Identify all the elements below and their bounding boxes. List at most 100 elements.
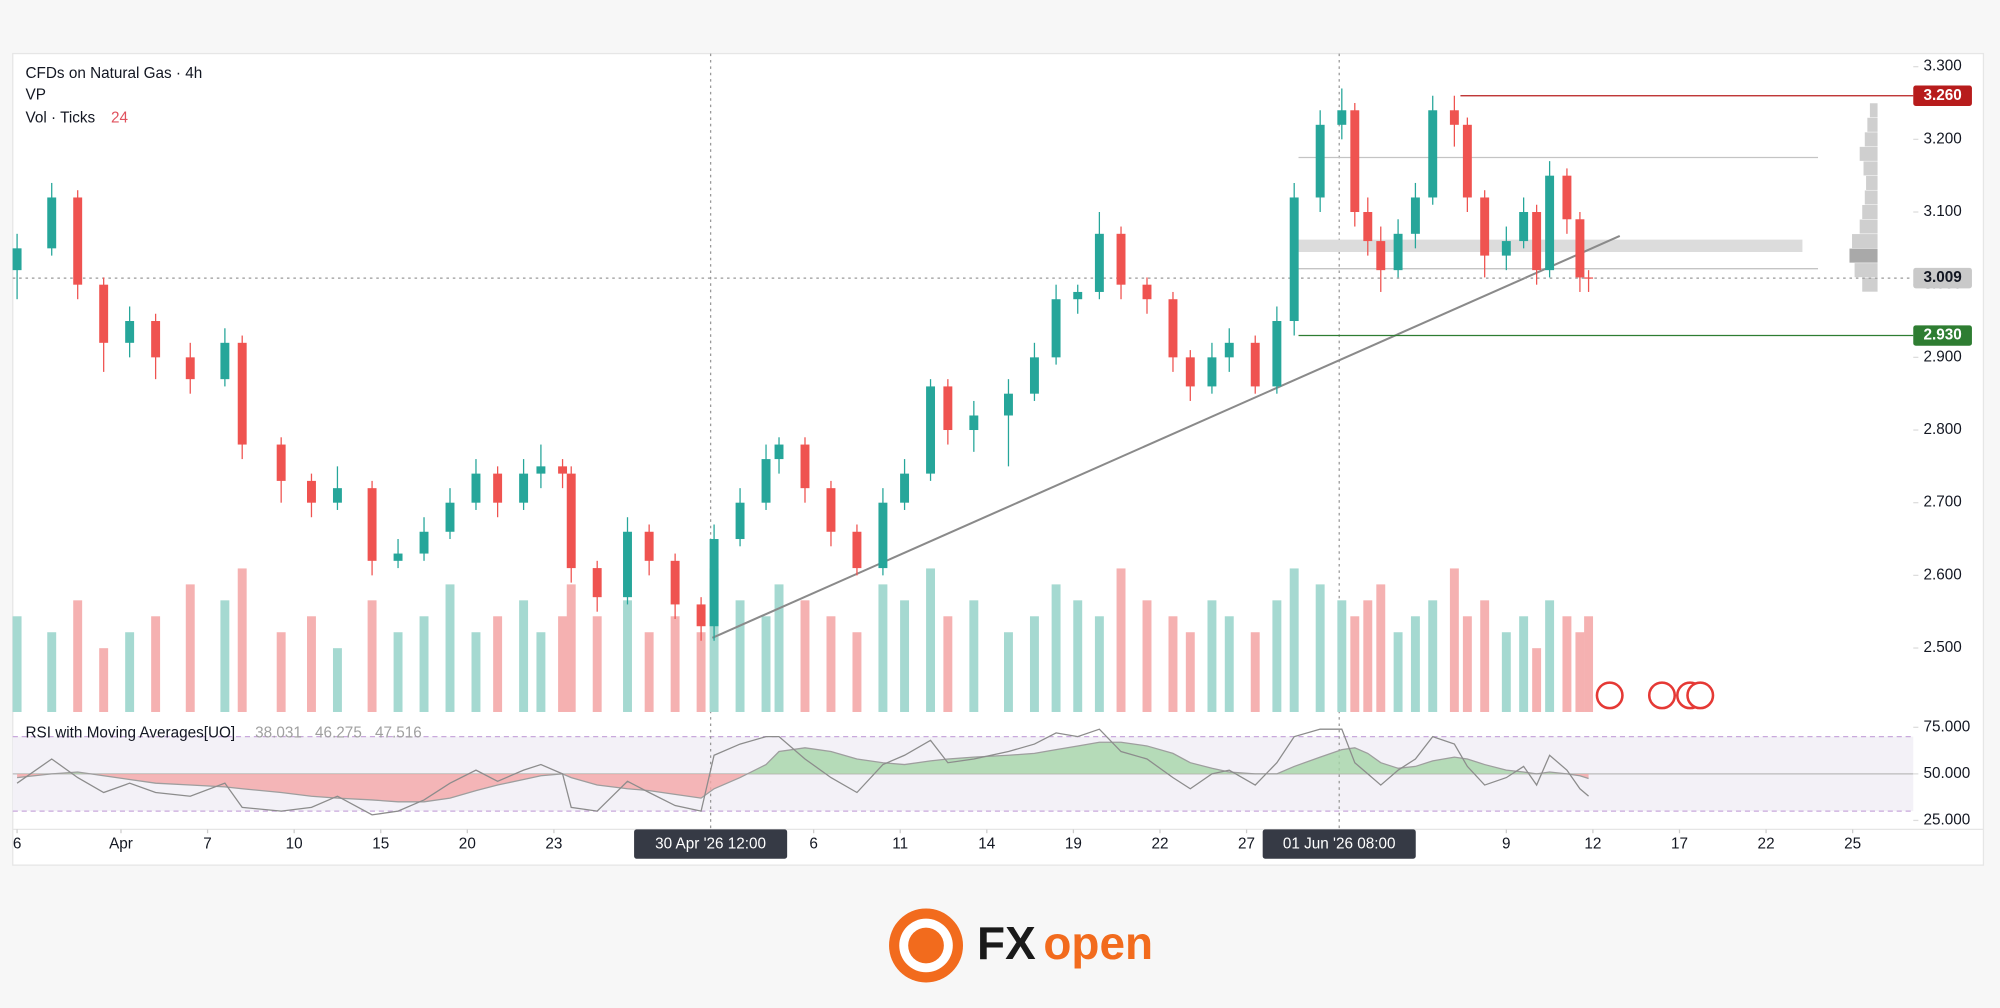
candle-body xyxy=(1315,124,1325,198)
candle-body xyxy=(1532,212,1542,271)
volume-bar xyxy=(332,648,342,712)
candle-body xyxy=(419,531,429,554)
volume-bar xyxy=(1350,616,1360,712)
y-tick-label: 2.500 xyxy=(1923,639,1961,656)
volume-bar xyxy=(1029,616,1039,712)
candle-body xyxy=(1168,299,1178,358)
trendline xyxy=(711,235,1621,639)
x-tick-label: 6 xyxy=(13,836,22,853)
logo-fx: FX xyxy=(977,917,1036,969)
volume-bar xyxy=(1462,616,1472,712)
volume-bar xyxy=(1428,600,1438,712)
candle-body xyxy=(471,473,481,503)
candle-body xyxy=(1363,212,1373,242)
candle-body xyxy=(1250,342,1260,387)
candle-body xyxy=(800,444,810,489)
volume-bar xyxy=(1449,568,1459,712)
candle-body xyxy=(696,604,706,627)
rsi-legend-value: 47.516 xyxy=(375,725,422,742)
volume-bar xyxy=(735,600,745,712)
price-label: 3.009 xyxy=(1923,269,1961,286)
vol-label: Vol · Ticks xyxy=(26,110,96,127)
candle-body xyxy=(1094,233,1104,292)
rsi-ma-fill-down xyxy=(17,773,1589,802)
y-tick-label: 2.700 xyxy=(1923,494,1961,511)
candle-body xyxy=(237,342,247,445)
rsi-title: RSI with Moving Averages[UO] xyxy=(26,725,236,742)
volume-bar xyxy=(566,584,576,712)
candle-body xyxy=(99,284,109,343)
candle-body xyxy=(519,473,529,503)
candle-body xyxy=(125,321,135,343)
volume-bar xyxy=(73,600,83,712)
volume-profile-bar xyxy=(1854,263,1878,278)
candle-body xyxy=(1224,342,1234,358)
volume-bar xyxy=(220,600,230,712)
x-tick-label: 6 xyxy=(809,836,818,853)
x-tick-label: 27 xyxy=(1238,836,1255,853)
candle-body xyxy=(1575,219,1585,278)
volume-bar xyxy=(761,616,771,712)
x-tick-label: 9 xyxy=(1502,836,1511,853)
candle-body xyxy=(1480,197,1490,256)
candle-body xyxy=(307,480,316,503)
volume-bar xyxy=(1480,600,1490,712)
candle-body xyxy=(1289,197,1299,322)
x-tick-label: 14 xyxy=(978,836,996,853)
volume-profile-bar xyxy=(1866,175,1878,190)
volume-bar xyxy=(367,600,377,712)
candle-body xyxy=(558,466,568,474)
candle-body xyxy=(367,488,377,561)
vp-label: VP xyxy=(26,87,46,104)
candle-body xyxy=(774,444,784,460)
volume-bar xyxy=(1224,616,1234,712)
volume-bar xyxy=(800,600,810,712)
candle-body xyxy=(735,502,745,540)
volume-profile-bar xyxy=(1869,103,1878,118)
y-tick-label: 2.900 xyxy=(1923,348,1961,365)
candle-body xyxy=(1562,175,1572,220)
volume-bar xyxy=(393,632,403,712)
candle-body xyxy=(536,466,546,474)
volume-profile-bar xyxy=(1864,132,1878,147)
volume-bar xyxy=(1051,584,1061,712)
candle-body xyxy=(493,473,503,503)
volume-bar xyxy=(12,616,22,712)
chart-panel xyxy=(12,52,1985,866)
volume-bar xyxy=(471,632,481,712)
candle-body xyxy=(445,502,455,532)
x-tick-label: 25 xyxy=(1844,836,1861,853)
candle-body xyxy=(878,502,888,569)
x-tick-label: 17 xyxy=(1671,836,1688,853)
candle-body xyxy=(1051,299,1061,358)
candle-body xyxy=(1004,393,1013,416)
price-label-box xyxy=(1913,267,1972,289)
candle-body xyxy=(1545,175,1555,271)
y-tick-label: 3.200 xyxy=(1923,130,1961,147)
rsi-ma-line xyxy=(17,741,1589,803)
candle-body xyxy=(1462,124,1472,198)
candle-body xyxy=(1376,241,1386,271)
x-tick-label: 19 xyxy=(1065,836,1082,853)
volume-profile-bar xyxy=(1862,204,1878,220)
volume-profile-bar xyxy=(1859,219,1878,234)
volume-bar xyxy=(536,632,546,712)
volume-bar xyxy=(307,616,316,712)
volume-bar xyxy=(276,632,286,712)
volume-profile-bar xyxy=(1867,117,1878,132)
candle-body xyxy=(943,386,953,431)
volume-bar xyxy=(99,648,109,712)
volume-profile-bar xyxy=(1863,161,1878,176)
candle-body xyxy=(1350,110,1360,213)
volume-bar xyxy=(445,584,455,712)
event-flags xyxy=(1595,681,1715,710)
candle-body xyxy=(1584,277,1594,279)
rsi-line xyxy=(16,728,1589,816)
x-tick-label: 10 xyxy=(286,836,303,853)
volume-bar xyxy=(1501,632,1511,712)
candle-body xyxy=(1116,233,1126,285)
candle-body xyxy=(185,357,195,380)
volume-bar xyxy=(1519,616,1529,712)
